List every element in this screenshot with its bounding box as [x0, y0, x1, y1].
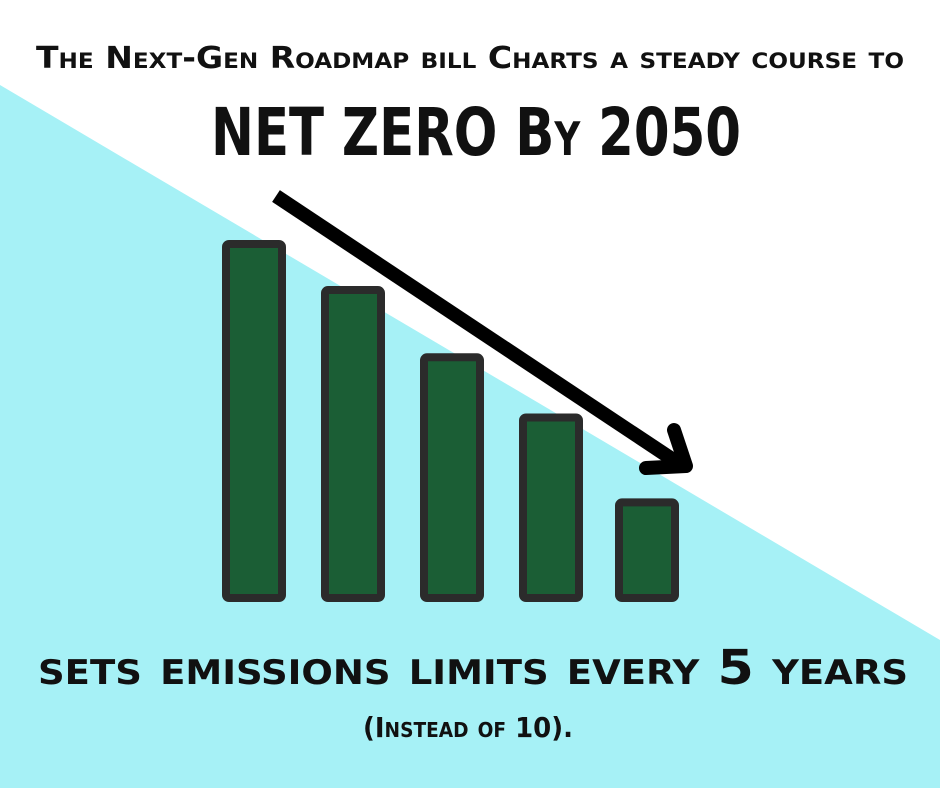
- annotation: sets emissions limits every 5 years: [38, 640, 908, 696]
- bar: [615, 498, 679, 603]
- arrow-shaft: [272, 190, 682, 469]
- chart-title: The Next-Gen Roadmap bill Charts a stead…: [36, 41, 904, 76]
- bar: [420, 353, 484, 602]
- arrow-head: [639, 423, 693, 475]
- bar: [519, 413, 583, 602]
- annotation: (Instead of 10).: [363, 711, 573, 744]
- arrow: [272, 190, 693, 475]
- bars: [222, 240, 679, 603]
- bar: [222, 240, 286, 602]
- bar: [321, 286, 385, 602]
- chart-subtitle: NET ZERO By 2050: [211, 94, 741, 171]
